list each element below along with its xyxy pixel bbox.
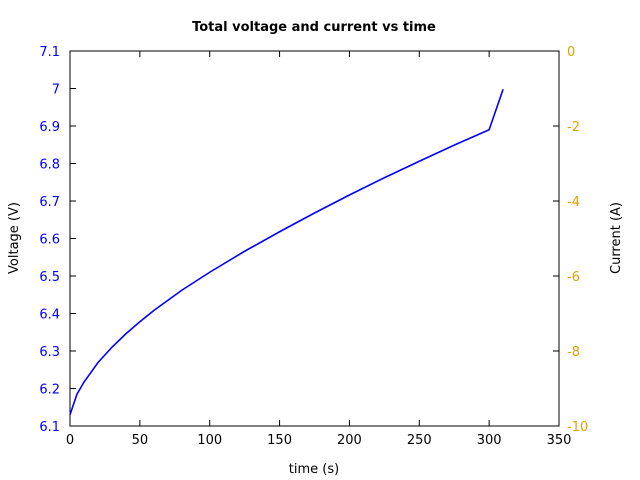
x-tick-label: 300 [477,433,502,448]
x-axis: 0 50 100 150 200 250 300 350 [66,51,572,448]
voltage-line [69,88,504,416]
x-tick-label: 200 [337,433,362,448]
y-tick-label: 7 [52,83,60,98]
y2-tick-label: -10 [567,420,588,435]
y2-tick-label: -6 [567,270,580,285]
y-axis-left: 6.1 6.2 6.3 6.4 6.5 6.6 6.7 6.8 6.9 7 7.1 [39,45,76,435]
y-tick-label: 6.5 [39,270,60,285]
y2-tick-label: -2 [567,120,580,135]
plot-area [69,50,560,427]
x-tick-label: 50 [132,433,149,448]
x-tick-label: 0 [66,433,74,448]
y2-axis-label: Current (A) [609,202,624,274]
x-tick-label: 350 [547,433,572,448]
y-tick-label: 6.2 [39,383,60,398]
y-tick-label: 6.1 [39,420,60,435]
y-tick-label: 6.9 [39,120,60,135]
y2-tick-label: -8 [567,345,580,360]
y-tick-label: 6.8 [39,158,60,173]
series-layer [69,88,504,416]
y-axis-right: 0 -2 -4 -6 -8 -10 [553,45,588,435]
y-tick-label: 6.4 [39,308,60,323]
y2-tick-label: -4 [567,195,580,210]
y-tick-label: 7.1 [39,45,60,60]
x-axis-label: time (s) [289,462,339,477]
y-tick-label: 6.6 [39,233,60,248]
y2-tick-label: 0 [567,45,575,60]
chart-title: Total voltage and current vs time [192,20,436,35]
x-tick-label: 150 [267,433,292,448]
y-axis-label: Voltage (V) [7,202,22,274]
x-tick-label: 250 [407,433,432,448]
y-tick-label: 6.7 [39,195,60,210]
x-tick-label: 100 [197,433,222,448]
y-tick-label: 6.3 [39,345,60,360]
